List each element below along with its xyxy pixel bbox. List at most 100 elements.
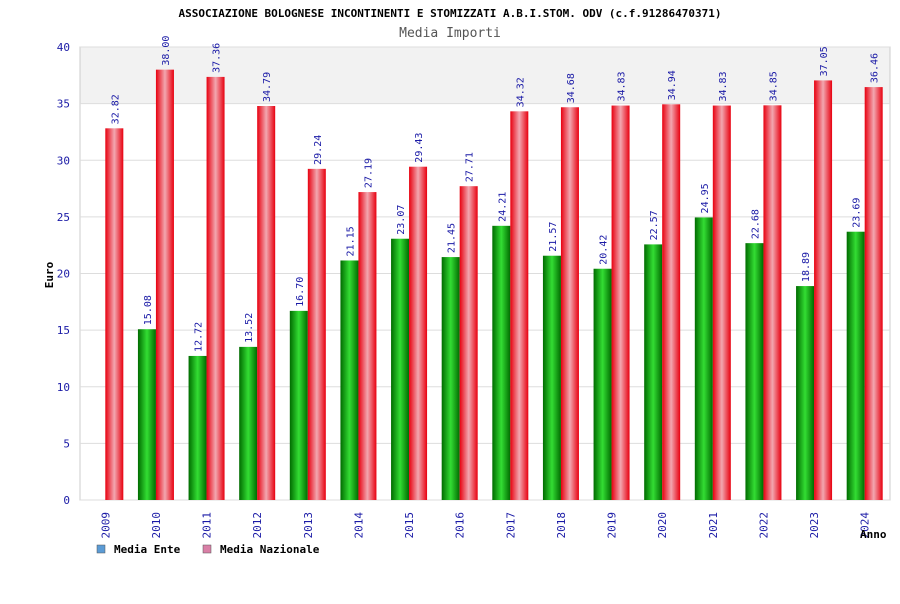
bar-media-ente-2020 bbox=[644, 244, 663, 500]
y-tick-label: 5 bbox=[63, 437, 70, 450]
x-tick-label: 2020 bbox=[656, 512, 669, 539]
x-tick-label: 2022 bbox=[757, 512, 770, 539]
data-label: 37.05 bbox=[819, 46, 830, 76]
data-label: 37.36 bbox=[212, 43, 223, 73]
bar-media-ente-2021 bbox=[694, 217, 713, 500]
bar-media-ente-2017 bbox=[492, 225, 511, 500]
data-label: 22.68 bbox=[750, 209, 761, 239]
x-tick-label: 2016 bbox=[454, 512, 467, 539]
data-label: 15.08 bbox=[143, 295, 154, 325]
data-label: 38.00 bbox=[161, 36, 172, 66]
x-tick-label: 2010 bbox=[150, 512, 163, 539]
bar-media-ente-2010 bbox=[137, 329, 156, 500]
bar-media-nazionale-2013 bbox=[307, 168, 326, 500]
bar-media-nazionale-2011 bbox=[206, 76, 225, 500]
x-tick-label: 2013 bbox=[302, 512, 315, 539]
y-tick-label: 30 bbox=[57, 154, 70, 167]
bar-media-ente-2018 bbox=[542, 255, 561, 500]
legend-label: Media Nazionale bbox=[220, 543, 320, 556]
data-label: 18.89 bbox=[801, 252, 812, 282]
data-label: 23.07 bbox=[396, 205, 407, 235]
data-label: 22.57 bbox=[649, 210, 660, 240]
bar-media-nazionale-2014 bbox=[358, 192, 377, 501]
data-label: 34.83 bbox=[718, 71, 729, 101]
data-label: 20.42 bbox=[599, 235, 610, 265]
bar-media-nazionale-2018 bbox=[560, 107, 579, 501]
data-label: 27.71 bbox=[465, 152, 476, 182]
data-label: 34.68 bbox=[566, 73, 577, 103]
y-tick-label: 15 bbox=[57, 324, 70, 337]
x-tick-label: 2021 bbox=[707, 512, 720, 539]
x-tick-label: 2011 bbox=[201, 512, 214, 539]
data-label: 24.95 bbox=[700, 183, 711, 213]
data-label: 21.15 bbox=[345, 226, 356, 256]
bars bbox=[105, 69, 883, 501]
y-tick-label: 10 bbox=[57, 381, 70, 394]
x-axis-label: Anno bbox=[860, 528, 887, 541]
x-tick-label: 2017 bbox=[504, 512, 517, 539]
data-label: 36.46 bbox=[870, 53, 881, 83]
bar-media-ente-2011 bbox=[188, 355, 207, 500]
data-label: 21.45 bbox=[447, 223, 458, 253]
bar-media-ente-2014 bbox=[340, 260, 359, 500]
x-axis-ticks: 2009 2010 2011 2012 2013 2014 2015 2016 2017 2018… bbox=[99, 512, 871, 539]
x-tick-label: 2019 bbox=[606, 512, 619, 539]
y-axis-label: Euro bbox=[43, 261, 56, 288]
y-tick-label: 40 bbox=[57, 41, 70, 54]
data-label: 12.72 bbox=[194, 322, 205, 352]
chart-title: ASSOCIAZIONE BOLOGNESE INCONTINENTI E ST… bbox=[178, 7, 721, 20]
data-label: 34.94 bbox=[667, 70, 678, 100]
x-tick-label: 2009 bbox=[99, 512, 112, 539]
legend: Media Ente Media Nazionale bbox=[96, 543, 320, 556]
legend-swatch bbox=[96, 544, 106, 554]
data-label: 34.85 bbox=[768, 71, 779, 101]
bar-media-ente-2019 bbox=[593, 268, 612, 500]
bar-media-nazionale-2009 bbox=[105, 128, 124, 500]
bar-media-nazionale-2020 bbox=[662, 104, 681, 500]
y-tick-label: 0 bbox=[63, 494, 70, 507]
data-label: 21.57 bbox=[548, 222, 559, 252]
data-label: 34.83 bbox=[617, 71, 628, 101]
bar-media-ente-2013 bbox=[289, 310, 308, 500]
data-label: 29.24 bbox=[313, 135, 324, 165]
data-label: 32.82 bbox=[110, 94, 121, 124]
bar-media-nazionale-2022 bbox=[763, 105, 782, 500]
bar-media-nazionale-2017 bbox=[510, 111, 529, 501]
bar-media-nazionale-2019 bbox=[611, 105, 630, 501]
data-label: 34.32 bbox=[515, 77, 526, 107]
bar-media-ente-2024 bbox=[846, 231, 865, 500]
bar-media-ente-2023 bbox=[796, 286, 815, 500]
bar-media-nazionale-2015 bbox=[409, 166, 428, 500]
legend-swatch bbox=[202, 544, 212, 554]
bar-media-nazionale-2023 bbox=[814, 80, 833, 500]
legend-label: Media Ente bbox=[114, 543, 181, 556]
data-labels: 32.82 15.08 38.00 12.72 37.36 13.52 34.79 16.70… bbox=[110, 36, 880, 352]
data-label: 27.19 bbox=[363, 158, 374, 188]
y-tick-label: 20 bbox=[57, 268, 70, 281]
data-label: 29.43 bbox=[414, 133, 425, 163]
data-label: 24.21 bbox=[497, 192, 508, 222]
bar-media-ente-2022 bbox=[745, 243, 764, 501]
data-label: 23.69 bbox=[852, 198, 863, 228]
x-tick-label: 2012 bbox=[251, 512, 264, 539]
bar-media-ente-2016 bbox=[441, 257, 460, 500]
data-label: 34.79 bbox=[262, 72, 273, 102]
bar-media-nazionale-2024 bbox=[864, 87, 883, 500]
bar-media-nazionale-2016 bbox=[459, 186, 478, 500]
x-tick-label: 2015 bbox=[403, 512, 416, 539]
x-tick-label: 2024 bbox=[859, 512, 872, 539]
data-label: 16.70 bbox=[295, 277, 306, 307]
bar-media-nazionale-2012 bbox=[257, 106, 276, 501]
y-tick-label: 35 bbox=[57, 98, 70, 111]
bar-media-nazionale-2021 bbox=[712, 105, 731, 501]
bar-media-ente-2012 bbox=[239, 346, 258, 500]
x-tick-label: 2018 bbox=[555, 512, 568, 539]
bar-media-nazionale-2010 bbox=[155, 69, 174, 501]
x-tick-label: 2014 bbox=[352, 512, 365, 539]
y-tick-label: 25 bbox=[57, 211, 70, 224]
y-axis-ticks: 0 5 10 15 20 25 30 35 40 bbox=[57, 41, 70, 507]
x-tick-label: 2023 bbox=[808, 512, 821, 539]
chart-subtitle: Media Importi bbox=[399, 26, 501, 41]
